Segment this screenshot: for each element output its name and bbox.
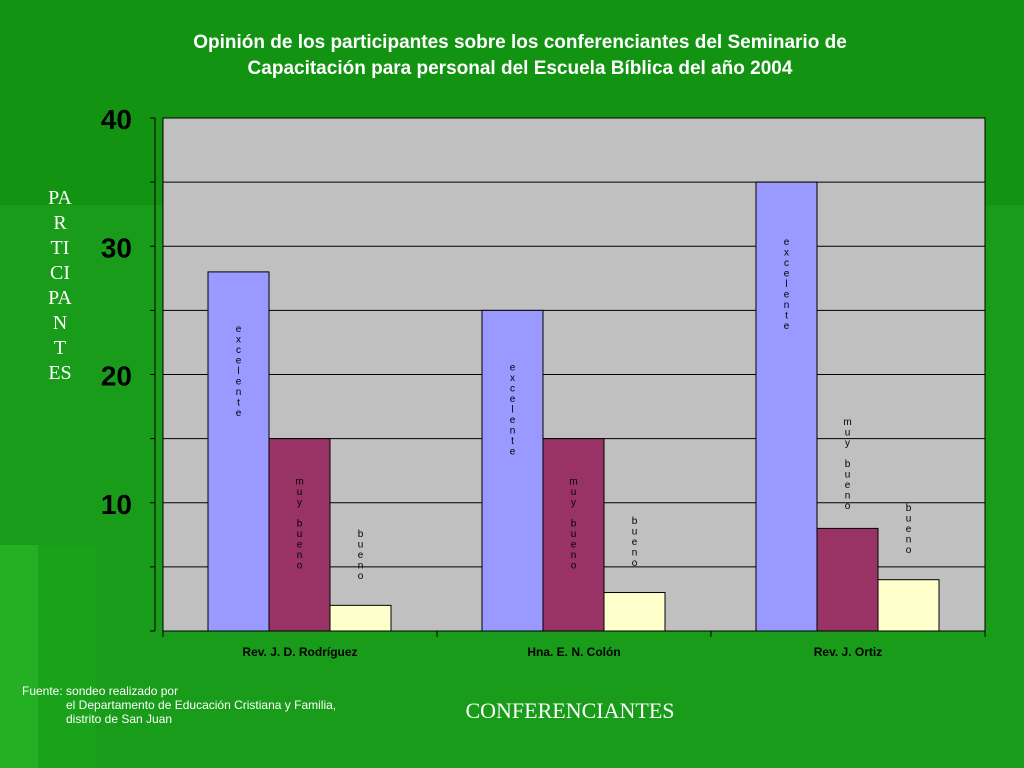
bar bbox=[329, 604, 392, 632]
bar bbox=[542, 438, 605, 632]
y-axis-label: PARTICIPANTES bbox=[48, 187, 72, 384]
bar bbox=[481, 309, 544, 632]
y-tick-label: 10 bbox=[101, 489, 132, 520]
y-tick-label: 20 bbox=[101, 361, 132, 392]
y-tick-label: 30 bbox=[101, 232, 132, 263]
bar bbox=[207, 271, 270, 632]
bar bbox=[603, 592, 666, 632]
y-tick-label: 40 bbox=[101, 104, 132, 135]
source-line: Fuente: sondeo realizado por bbox=[22, 684, 179, 698]
source-line: el Departamento de Educación Cristiana y… bbox=[66, 698, 337, 712]
source-line: distrito de San Juan bbox=[66, 712, 173, 726]
bar bbox=[877, 579, 940, 632]
bar bbox=[268, 438, 331, 632]
background-shade bbox=[0, 545, 38, 768]
source-note: Fuente: sondeo realizado por el Departam… bbox=[22, 684, 336, 726]
chart-title: Opinión de los participantes sobre los c… bbox=[193, 32, 847, 79]
x-tick-label: Rev. J. Ortiz bbox=[814, 645, 882, 659]
x-axis-label: CONFERENCIANTES bbox=[465, 698, 675, 723]
bar bbox=[816, 527, 879, 632]
x-tick-label: Hna. E. N. Colón bbox=[527, 645, 620, 659]
x-tick-label: Rev. J. D. Rodríguez bbox=[242, 645, 357, 659]
bar bbox=[755, 181, 818, 632]
background-shade bbox=[38, 545, 96, 768]
